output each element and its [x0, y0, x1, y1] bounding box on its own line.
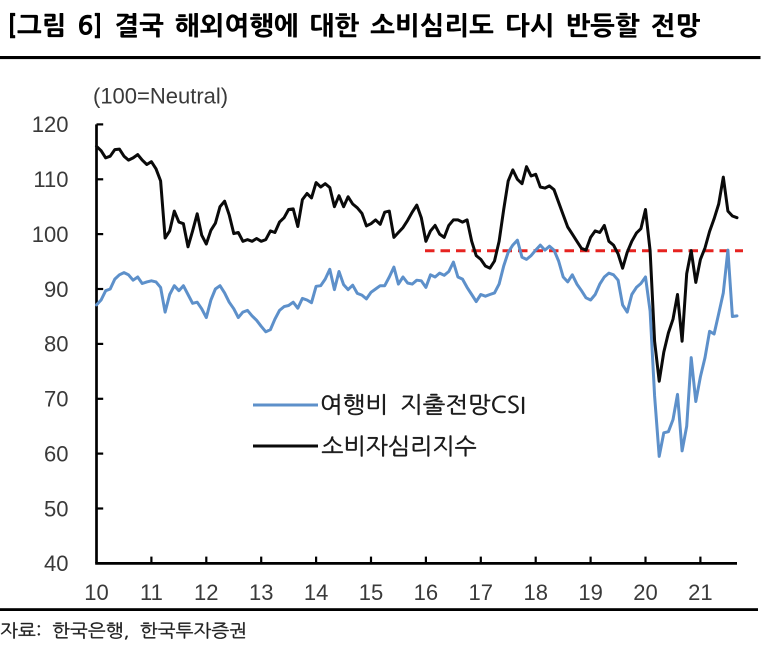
svg-text:12: 12 [194, 580, 218, 605]
svg-text:13: 13 [249, 580, 273, 605]
svg-text:110: 110 [33, 167, 68, 192]
svg-text:90: 90 [44, 277, 68, 302]
svg-text:50: 50 [44, 496, 68, 521]
svg-text:14: 14 [304, 580, 328, 605]
svg-text:120: 120 [32, 112, 69, 137]
svg-text:15: 15 [359, 580, 383, 605]
svg-text:100: 100 [32, 222, 69, 247]
svg-text:10: 10 [84, 580, 108, 605]
svg-text:20: 20 [633, 580, 657, 605]
svg-text:16: 16 [414, 580, 438, 605]
svg-text:60: 60 [44, 441, 68, 466]
svg-text:17: 17 [469, 580, 493, 605]
svg-text:80: 80 [44, 332, 68, 357]
svg-text:19: 19 [578, 580, 602, 605]
svg-text:21: 21 [688, 580, 712, 605]
svg-text:70: 70 [44, 387, 68, 412]
svg-text:11: 11 [140, 580, 163, 605]
svg-text:40: 40 [44, 551, 68, 576]
svg-text:(100=Neutral): (100=Neutral) [93, 84, 228, 109]
svg-text:18: 18 [523, 580, 547, 605]
